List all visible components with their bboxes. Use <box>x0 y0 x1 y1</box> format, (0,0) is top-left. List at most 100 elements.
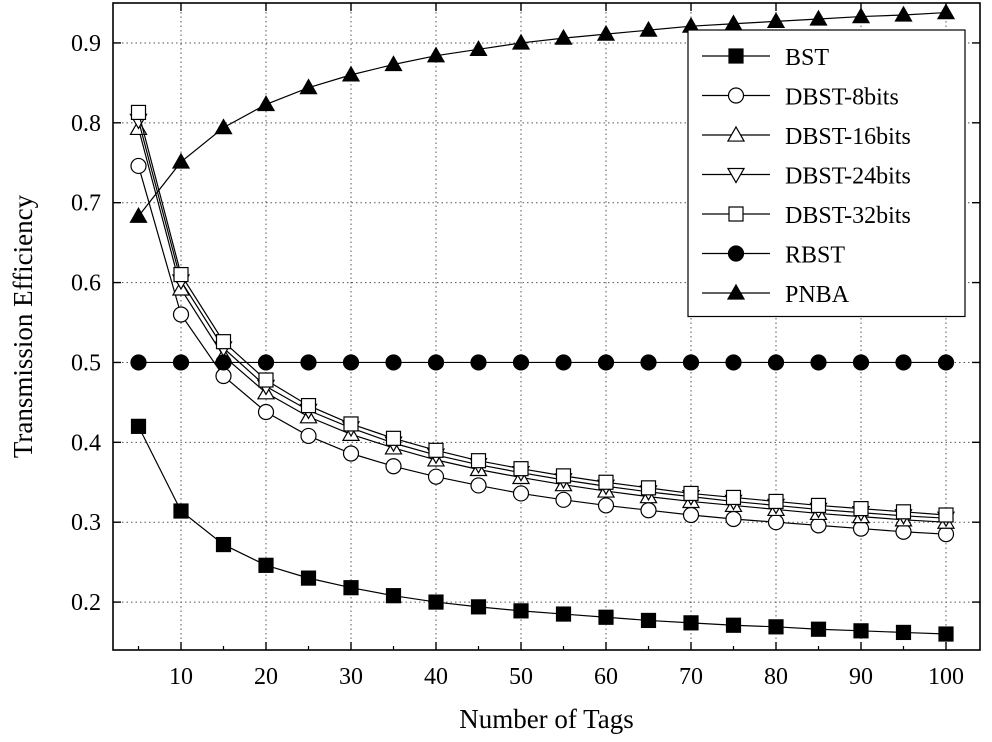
y-axis-title: Transmission Efficiency <box>8 194 38 458</box>
y-tick-label: 0.3 <box>71 510 101 536</box>
x-tick-label: 20 <box>254 664 278 690</box>
data-point-pnba <box>639 20 658 37</box>
data-point-dbst-8bits <box>512 485 530 502</box>
data-point-pnba <box>724 14 743 31</box>
data-point-bst <box>640 612 657 629</box>
legend-label: DBST-32bits <box>785 203 911 229</box>
data-point-bst <box>725 617 742 633</box>
data-point-rbst <box>937 354 955 371</box>
data-point-dbst-8bits <box>470 477 487 494</box>
data-point-pnba <box>596 24 616 41</box>
data-point-bst <box>258 557 274 573</box>
data-point-dbst-32bits <box>810 497 827 514</box>
data-point-dbst-8bits <box>130 157 147 175</box>
data-point-dbst-32bits <box>513 461 529 477</box>
y-tick-label: 0.4 <box>71 430 101 456</box>
data-point-rbst <box>470 354 487 371</box>
data-point-dbst-8bits <box>852 520 870 537</box>
data-point-dbst-8bits <box>682 506 700 524</box>
data-point-dbst-8bits <box>725 510 742 528</box>
legend-marker-rbst <box>727 245 745 262</box>
y-tick-label: 0.7 <box>71 191 101 217</box>
data-point-dbst-8bits <box>257 403 275 421</box>
data-point-bst <box>173 503 189 519</box>
data-point-rbst <box>342 354 360 371</box>
data-point-pnba <box>894 5 913 22</box>
legend-item-rbst: RBST <box>702 243 845 269</box>
data-point-pnba <box>809 9 828 26</box>
data-point-dbst-32bits <box>938 507 954 523</box>
data-point-rbst <box>512 354 530 371</box>
data-point-bst <box>130 418 147 434</box>
x-tick-label: 50 <box>509 664 533 690</box>
data-point-bst <box>938 626 954 642</box>
series-line-pnba <box>138 11 947 217</box>
data-point-bst <box>343 580 359 596</box>
data-point-dbst-32bits <box>598 474 614 490</box>
data-point-bst <box>513 603 529 619</box>
data-point-bst <box>895 624 912 641</box>
axes: 10 20 30 40 50 60 70 80 90 100 0.2 0.3 0.4 0.5 0.6 0.7 0… <box>71 3 980 690</box>
series-pnba <box>129 3 956 223</box>
data-point-dbst-32bits <box>258 372 274 388</box>
data-point-pnba <box>129 207 148 223</box>
data-point-bst <box>598 609 614 625</box>
data-point-dbst-32bits <box>470 453 487 469</box>
legend-label: PNBA <box>785 282 850 308</box>
x-axis-title: Number of Tags <box>459 704 634 734</box>
legend-label: RBST <box>785 243 845 269</box>
y-tick-label: 0.6 <box>71 271 101 297</box>
data-point-dbst-8bits <box>810 517 827 534</box>
legend-marker-dbst-32bits <box>728 206 744 222</box>
legend-item-dbst-16bits: DBST-16bits <box>702 124 911 150</box>
legend-item-dbst-8bits: DBST-8bits <box>702 85 899 111</box>
data-point-pnba <box>469 40 488 56</box>
data-point-bst <box>470 599 487 615</box>
data-point-pnba <box>341 65 361 82</box>
data-point-dbst-8bits <box>767 514 785 531</box>
legend-marker-pnba <box>726 283 746 300</box>
data-point-rbst <box>852 354 870 371</box>
data-point-rbst <box>555 354 572 371</box>
series-bst <box>130 418 954 642</box>
data-point-rbst <box>682 354 700 371</box>
data-point-pnba <box>256 95 276 112</box>
data-point-dbst-32bits <box>215 334 232 350</box>
data-point-dbst-32bits <box>300 397 317 414</box>
legend-marker-bst <box>728 48 744 64</box>
series-rbst <box>130 354 955 371</box>
data-point-bst <box>215 536 232 553</box>
data-point-dbst-8bits <box>640 502 657 519</box>
data-point-rbst <box>767 354 785 371</box>
data-point-bst <box>428 594 444 610</box>
data-point-pnba <box>554 28 573 45</box>
data-point-rbst <box>130 354 147 371</box>
data-point-rbst <box>427 354 445 371</box>
data-point-pnba <box>171 152 191 169</box>
y-tick-label: 0.9 <box>71 31 101 57</box>
y-tick-label: 0.2 <box>71 590 101 616</box>
data-point-bst <box>810 621 827 637</box>
data-point-rbst <box>257 354 275 371</box>
legend-marker-dbst-16bits <box>726 125 746 142</box>
data-point-pnba <box>214 118 233 135</box>
data-point-dbst-32bits <box>725 489 742 506</box>
x-tick-label: 90 <box>849 664 873 690</box>
data-point-bst <box>555 606 572 622</box>
legend-item-dbst-24bits: DBST-24bits <box>702 164 911 190</box>
data-point-dbst-8bits <box>895 523 912 540</box>
data-point-bst <box>768 619 784 635</box>
data-point-dbst-32bits <box>343 416 359 432</box>
legend-marker-dbst-8bits <box>727 87 745 104</box>
legend-item-dbst-32bits: DBST-32bits <box>702 203 911 229</box>
data-point-dbst-8bits <box>937 526 955 543</box>
data-point-dbst-32bits <box>130 104 147 121</box>
data-point-rbst <box>300 354 317 371</box>
data-point-dbst-32bits <box>853 501 869 517</box>
data-point-dbst-32bits <box>555 468 572 484</box>
x-tick-label: 10 <box>169 664 193 690</box>
data-point-pnba <box>384 55 403 72</box>
data-point-rbst <box>385 354 402 371</box>
data-point-dbst-32bits <box>428 442 444 458</box>
data-point-bst <box>853 623 869 639</box>
